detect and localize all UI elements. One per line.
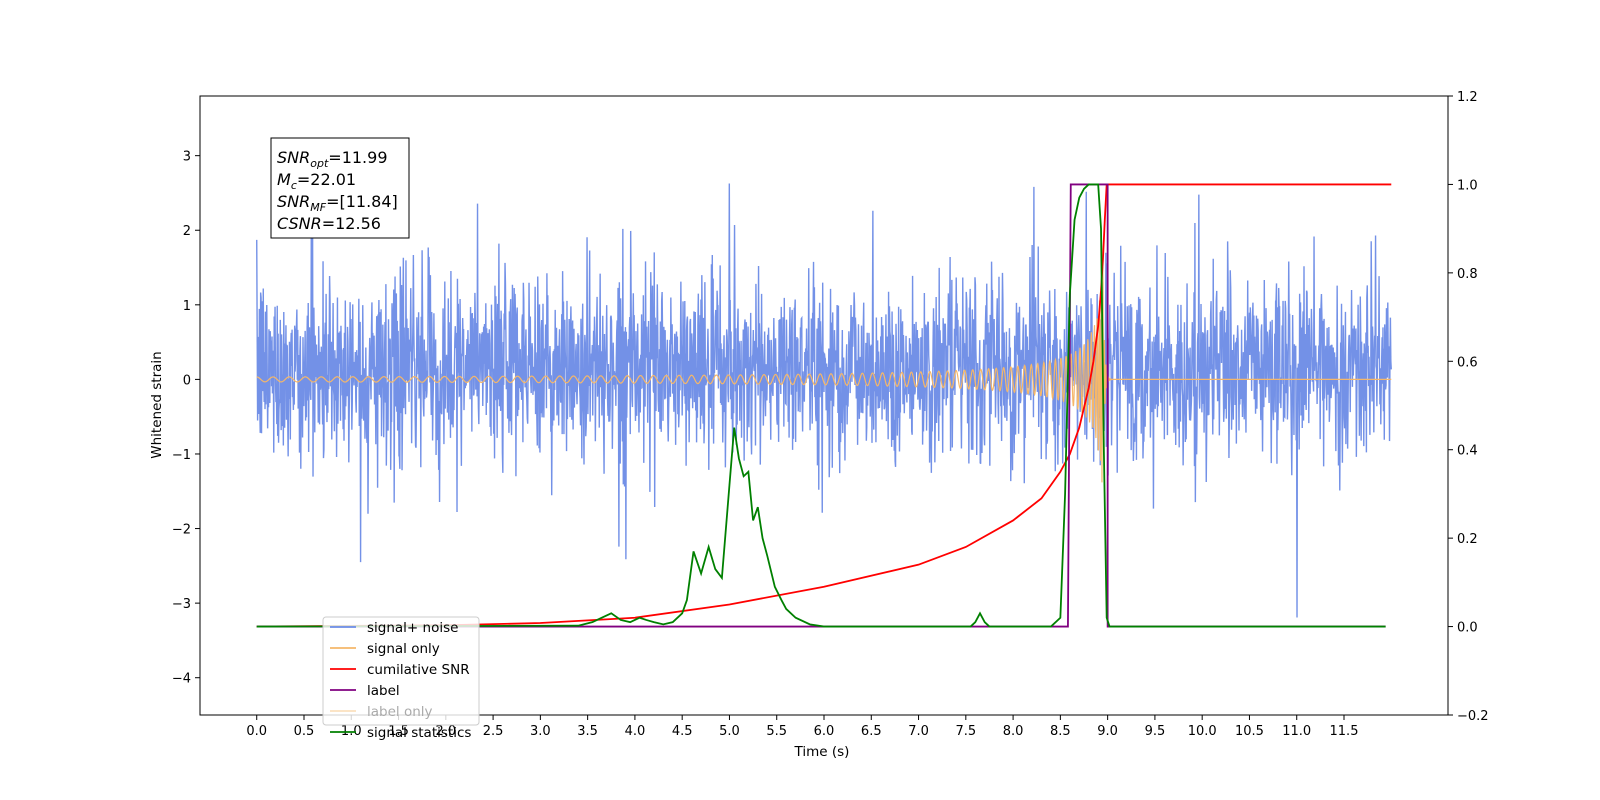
y-tick-label: −1: [172, 448, 191, 463]
x-tick-label: 1.5: [388, 724, 409, 739]
annotation-line: Mc=22.01: [277, 170, 356, 192]
x-tick-label: 5.5: [766, 724, 787, 739]
annotation-line: CSNR=12.56: [277, 214, 381, 233]
x-tick-label: 10.5: [1235, 724, 1264, 739]
y-tick-label: −2: [172, 523, 191, 538]
legend-label: cumilative SNR: [367, 662, 470, 678]
y-tick-label: 3: [183, 150, 191, 165]
x-axis: 0.0 0.5 1.0 1.5 2.0 2.5 3.0 3.5 4.0 4.5 5.0 5.5 6.0 6…: [246, 715, 1358, 739]
y2-tick-label: 1.0: [1457, 178, 1478, 193]
y2-tick-label: 0.2: [1457, 532, 1478, 547]
x-tick-label: 10.0: [1188, 724, 1217, 739]
y-tick-label: 2: [183, 224, 191, 239]
x-tick-label: 2.0: [435, 724, 456, 739]
x-tick-label: 9.0: [1097, 724, 1118, 739]
x-tick-label: 0.5: [294, 724, 315, 739]
legend-label: label: [367, 683, 400, 699]
y-tick-label: −3: [172, 597, 191, 612]
y-axis-left: 3 2 1 0 −1 −2 −3 −4: [172, 150, 200, 687]
x-tick-label: 7.5: [955, 724, 976, 739]
legend-label: signal only: [367, 641, 440, 657]
annotation-frame: [270, 137, 410, 239]
y2-tick-label: 0.4: [1457, 444, 1478, 459]
y2-tick-label: 0.0: [1457, 621, 1478, 636]
legend: signal+ noise signal only cumilative SNR la…: [322, 616, 480, 741]
y2-tick-label: 1.2: [1457, 90, 1478, 105]
series-signal-only-line: [256, 266, 1392, 483]
y-tick-label: −4: [172, 672, 191, 687]
x-tick-label: 11.0: [1282, 724, 1311, 739]
x-tick-label: 8.5: [1050, 724, 1071, 739]
legend-frame: [322, 616, 480, 726]
x-tick-label: 2.5: [483, 724, 504, 739]
series-signal-statistics-line: [256, 183, 1386, 628]
y-axis-right: 1.2 1.0 0.8 0.6 0.4 0.2 0.0 −0.2: [1448, 90, 1489, 724]
y2-tick-label: 0.6: [1457, 355, 1478, 370]
x-tick-label: 0.0: [246, 724, 267, 739]
x-tick-label: 3.0: [530, 724, 551, 739]
x-tick-label: 7.0: [908, 724, 929, 739]
y2-tick-label: 0.8: [1457, 267, 1478, 282]
x-tick-label: 6.0: [814, 724, 835, 739]
annotation-box: SNRopt=11.99Mc=22.01SNRMF=[11.84]CSNR=12…: [270, 137, 410, 239]
y-tick-label: 1: [183, 299, 191, 314]
x-tick-label: 3.5: [577, 724, 598, 739]
x-axis-label: Time (s): [794, 744, 850, 760]
annotation-line: SNRMF=[11.84]: [277, 192, 398, 214]
legend-label: label only: [367, 704, 433, 720]
x-tick-label: 9.5: [1145, 724, 1166, 739]
plot-area: [256, 183, 1392, 628]
x-tick-label: 11.5: [1330, 724, 1359, 739]
x-tick-label: 8.0: [1003, 724, 1024, 739]
y-tick-label: 0: [183, 373, 191, 388]
legend-label: signal+ noise: [367, 620, 458, 636]
y-axis-label: Whitened strain: [149, 351, 165, 458]
series-signal-noise-line: [256, 183, 1392, 618]
x-tick-label: 4.0: [625, 724, 646, 739]
legend-label: signal statistics: [367, 725, 471, 741]
y2-tick-label: −0.2: [1457, 709, 1489, 724]
annotation-line: SNRopt=11.99: [277, 148, 388, 170]
x-tick-label: 5.0: [719, 724, 740, 739]
x-tick-label: 4.5: [672, 724, 693, 739]
x-tick-label: 6.5: [861, 724, 882, 739]
